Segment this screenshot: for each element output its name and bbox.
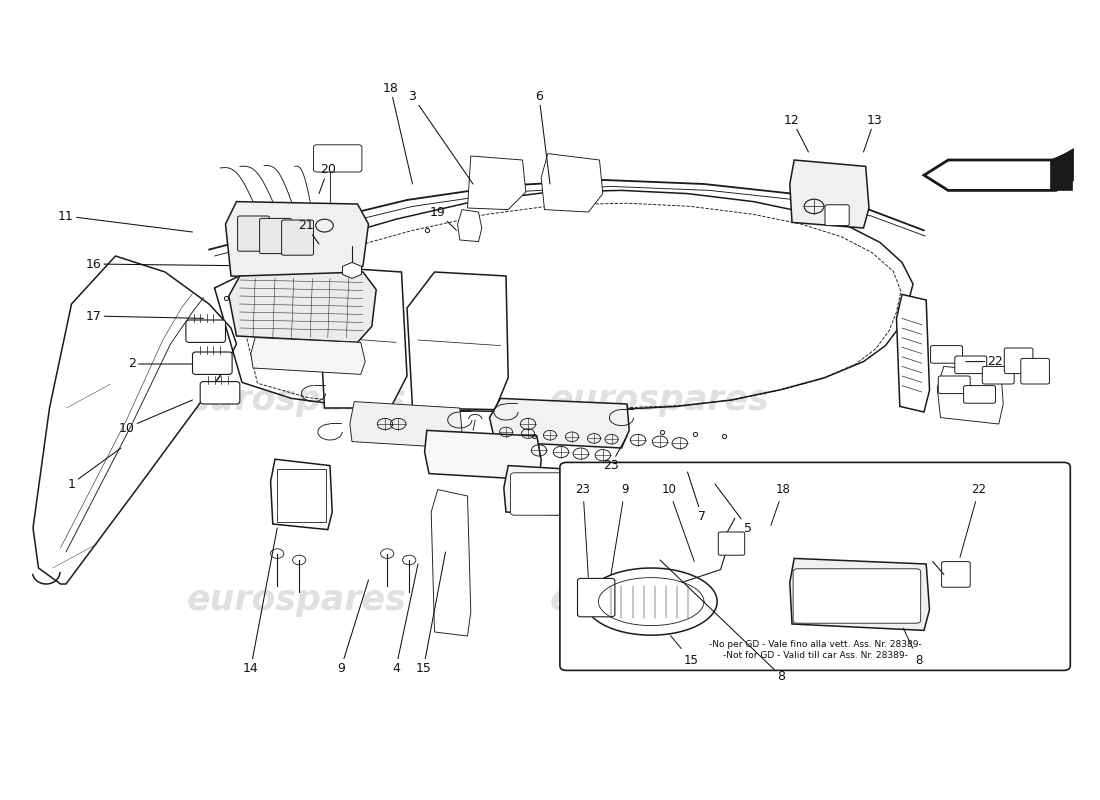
Polygon shape	[319, 268, 407, 408]
Text: 7: 7	[688, 472, 706, 522]
Text: 22: 22	[960, 483, 987, 558]
FancyBboxPatch shape	[938, 376, 970, 394]
Text: 8: 8	[903, 628, 922, 666]
Polygon shape	[458, 210, 482, 242]
Text: 8: 8	[660, 560, 785, 682]
Polygon shape	[1050, 150, 1072, 190]
Text: 13: 13	[864, 114, 882, 152]
Polygon shape	[350, 402, 462, 448]
Polygon shape	[431, 490, 471, 636]
Polygon shape	[937, 366, 1003, 424]
Text: 19: 19	[430, 206, 456, 230]
FancyBboxPatch shape	[718, 532, 745, 555]
Text: 15: 15	[416, 552, 446, 674]
Polygon shape	[271, 459, 332, 530]
FancyBboxPatch shape	[282, 220, 314, 255]
FancyBboxPatch shape	[1004, 348, 1033, 374]
Text: -Not for GD - Valid till car Ass. Nr. 28389-: -Not for GD - Valid till car Ass. Nr. 28…	[723, 650, 908, 660]
Polygon shape	[251, 338, 365, 374]
Text: 18: 18	[771, 483, 791, 526]
FancyBboxPatch shape	[942, 562, 970, 587]
Text: 1: 1	[67, 448, 121, 490]
Text: 9: 9	[337, 580, 368, 674]
Polygon shape	[585, 568, 717, 635]
Polygon shape	[896, 294, 929, 412]
Bar	[277, 469, 326, 522]
Polygon shape	[504, 466, 621, 518]
FancyBboxPatch shape	[964, 386, 996, 403]
Text: 5: 5	[715, 484, 752, 534]
Text: 14: 14	[243, 528, 277, 674]
Polygon shape	[229, 272, 376, 342]
Polygon shape	[490, 398, 629, 448]
Polygon shape	[33, 256, 236, 584]
Text: 10: 10	[119, 400, 192, 434]
FancyBboxPatch shape	[260, 218, 292, 254]
Text: 15: 15	[671, 636, 698, 666]
Text: 4: 4	[392, 564, 418, 674]
Text: 10: 10	[661, 483, 694, 562]
FancyBboxPatch shape	[1021, 358, 1049, 384]
Polygon shape	[790, 160, 869, 228]
Text: 22: 22	[966, 355, 1003, 368]
Text: 17: 17	[86, 310, 204, 322]
Text: eurospares: eurospares	[187, 383, 407, 417]
Text: 20: 20	[319, 163, 336, 194]
Text: 21: 21	[298, 219, 319, 244]
FancyBboxPatch shape	[955, 356, 987, 374]
Text: 2: 2	[128, 358, 192, 370]
Text: 3: 3	[408, 90, 473, 184]
FancyBboxPatch shape	[793, 569, 921, 623]
FancyBboxPatch shape	[578, 578, 615, 617]
Text: eurospares: eurospares	[550, 583, 770, 617]
FancyBboxPatch shape	[200, 382, 240, 404]
Text: 18: 18	[383, 82, 412, 184]
Text: eurospares: eurospares	[187, 583, 407, 617]
Polygon shape	[790, 558, 930, 630]
Polygon shape	[468, 156, 526, 210]
Polygon shape	[425, 430, 541, 480]
FancyBboxPatch shape	[314, 145, 362, 172]
Text: -No per GD - Vale fino alla vett. Ass. Nr. 28389-: -No per GD - Vale fino alla vett. Ass. N…	[708, 640, 922, 650]
Text: 16: 16	[86, 258, 229, 270]
Text: 11: 11	[58, 210, 192, 232]
Polygon shape	[541, 154, 603, 212]
FancyBboxPatch shape	[982, 366, 1014, 384]
Polygon shape	[226, 202, 368, 280]
FancyBboxPatch shape	[931, 346, 962, 363]
FancyBboxPatch shape	[510, 473, 613, 515]
Text: 23: 23	[575, 483, 591, 578]
Polygon shape	[407, 272, 508, 410]
Polygon shape	[924, 150, 1072, 190]
Text: 6: 6	[535, 90, 550, 184]
FancyBboxPatch shape	[825, 205, 849, 226]
Text: 9: 9	[610, 483, 628, 575]
Text: 12: 12	[784, 114, 808, 152]
FancyBboxPatch shape	[192, 352, 232, 374]
FancyBboxPatch shape	[560, 462, 1070, 670]
Text: eurospares: eurospares	[550, 383, 770, 417]
Text: 23: 23	[603, 436, 627, 472]
FancyBboxPatch shape	[186, 320, 225, 342]
FancyBboxPatch shape	[238, 216, 270, 251]
